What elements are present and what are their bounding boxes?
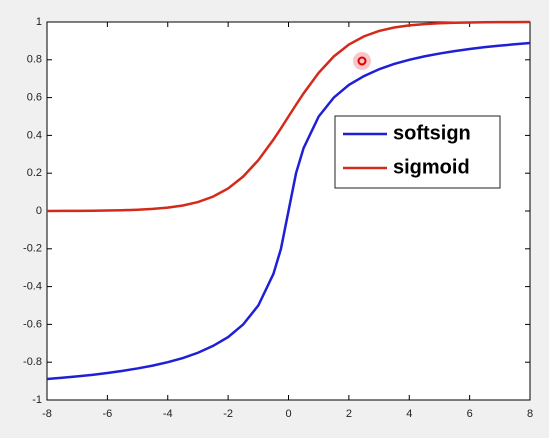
x-tick-label: 8	[527, 408, 533, 420]
cursor-highlight	[353, 52, 371, 70]
x-tick-label: 0	[285, 408, 291, 420]
y-tick-label: -0.4	[23, 281, 42, 293]
x-tick-label: 6	[467, 408, 473, 420]
y-tick-label: 1	[36, 16, 42, 28]
y-tick-label: 0	[36, 205, 42, 217]
y-tick-label: -0.2	[23, 243, 42, 255]
y-tick-label: 0.4	[27, 129, 42, 141]
x-tick-label: 2	[346, 408, 352, 420]
y-tick-label: 0.6	[27, 92, 42, 104]
y-tick-label: -1	[32, 394, 42, 406]
series-line	[46, 41, 531, 381]
x-tick-label: -2	[223, 408, 233, 420]
y-tick-label: 0.8	[27, 54, 42, 66]
cursor	[357, 56, 367, 66]
y-tick-label: -0.8	[23, 356, 42, 368]
x-tick-label: 4	[406, 408, 412, 420]
x-tick-label: -4	[163, 408, 173, 420]
legend-box	[334, 115, 501, 189]
y-tick-label: -0.6	[23, 318, 42, 330]
y-tick-label: 0.2	[27, 167, 42, 179]
x-tick-label: -6	[102, 408, 112, 420]
legend-label: softsign	[393, 122, 471, 144]
series-line	[46, 20, 531, 213]
x-tick-label: -8	[42, 408, 52, 420]
legend-label: sigmoid	[393, 156, 470, 178]
